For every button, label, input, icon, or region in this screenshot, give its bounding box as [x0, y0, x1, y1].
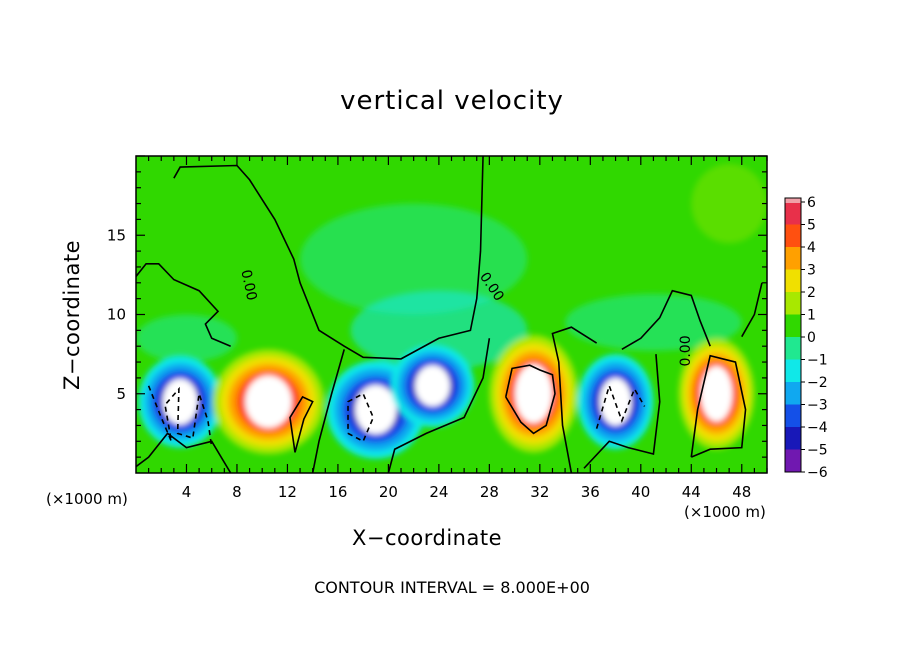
colorbar-swatch	[785, 404, 801, 428]
colorbar-swatch	[785, 269, 801, 293]
x-tick-label: 4	[182, 483, 192, 501]
colorbar-swatch	[785, 449, 801, 473]
contour-value-label: 0.00	[237, 268, 259, 302]
zero-contour	[551, 326, 598, 473]
x-tick-label: 48	[732, 483, 751, 501]
zero-contour	[504, 364, 556, 435]
colorbar-swatch	[785, 202, 801, 225]
zero-contour	[173, 156, 484, 360]
x-tick-label: 32	[530, 483, 549, 501]
field-band	[300, 203, 528, 315]
colorbar-tick-label: 4	[807, 240, 816, 256]
velocity-cell	[390, 344, 475, 428]
colorbar-tick-label: −3	[807, 398, 828, 414]
zero-contour	[136, 262, 231, 347]
x-unit-label-right: (×1000 m)	[684, 503, 766, 521]
dashed-contour	[147, 385, 213, 448]
colorbar-tick-label: −2	[807, 375, 828, 391]
velocity-cell	[678, 338, 755, 450]
zero-contour	[621, 289, 711, 351]
colorbar-tick-label: −1	[807, 353, 828, 369]
zero-contour	[311, 349, 345, 473]
out-of-range-core	[700, 366, 733, 422]
x-tick-label: 12	[278, 483, 297, 501]
colorbar-swatch	[785, 247, 801, 270]
x-tick-label: 24	[429, 483, 448, 501]
zero-contour	[289, 395, 314, 453]
colorbar-tick-label: 5	[807, 218, 816, 234]
x-tick-label: 28	[480, 483, 499, 501]
colorbar-swatch	[785, 382, 801, 405]
colorbar-tick-label: 2	[807, 285, 816, 301]
colorbar-tick-label: −4	[807, 420, 828, 436]
out-of-range-core	[162, 378, 198, 425]
out-of-range-core	[245, 375, 292, 428]
zero-contour	[136, 432, 232, 473]
colorbar-frame	[784, 197, 802, 473]
x-tick-label: 16	[328, 483, 347, 501]
field-band	[691, 163, 767, 244]
y-axis-label: Z−coordinate	[60, 240, 84, 390]
y-tick-label: 15	[107, 226, 126, 244]
colorbar-tick-label: −6	[807, 465, 828, 481]
zero-contour	[387, 338, 491, 473]
y-tick-label: 10	[107, 306, 126, 324]
colorbar-tick-label: 1	[807, 308, 816, 324]
colorbar-swatch	[785, 427, 801, 450]
chart-title: vertical velocity	[340, 86, 564, 116]
dashed-contour	[595, 383, 646, 429]
colorbar-tick-label: −5	[807, 443, 828, 459]
colorbar-swatch	[785, 292, 801, 315]
zero-contour	[583, 354, 661, 469]
out-of-range-core	[514, 364, 553, 424]
colorbar-swatch	[785, 314, 801, 338]
field-band	[136, 314, 237, 363]
zero-contour-lines	[136, 156, 763, 473]
x-tick-label: 20	[379, 483, 398, 501]
x-axis-label: X−coordinate	[352, 526, 502, 550]
velocity-cell	[489, 335, 578, 453]
field-band	[565, 293, 742, 351]
filled-field	[136, 156, 767, 473]
colorbar-swatch	[785, 198, 801, 203]
field-band	[350, 290, 528, 370]
velocity-cell	[212, 349, 325, 454]
x-tick-label: 8	[232, 483, 242, 501]
zero-contour	[690, 354, 747, 458]
colorbar-swatch	[785, 337, 801, 360]
x-unit-label-left: (×1000 m)	[46, 490, 128, 508]
out-of-range-core	[355, 385, 397, 435]
dashed-contour	[347, 392, 375, 443]
zero-contour	[741, 282, 763, 338]
colorbar-tick-label: 0	[807, 330, 816, 346]
contour-value-label: 0.00	[678, 335, 694, 366]
y-tick-label: 5	[116, 385, 126, 403]
x-tick-label: 36	[581, 483, 600, 501]
velocity-cell	[138, 355, 222, 448]
colorbar: 6 5 4 3 2 1 0 −1 −2 −3 −4 −5 −6	[784, 195, 828, 481]
colorbar-tick-label: 3	[807, 263, 816, 279]
contour-interval-note: CONTOUR INTERVAL = 8.000E+00	[314, 578, 590, 597]
velocity-cell	[577, 354, 654, 450]
x-tick-label: 44	[682, 483, 701, 501]
colorbar-tick-label: 6	[807, 195, 816, 211]
colorbar-swatch	[785, 224, 801, 248]
x-tick-label: 40	[631, 483, 650, 501]
colorbar-swatch	[785, 359, 801, 383]
out-of-range-core	[415, 365, 451, 407]
